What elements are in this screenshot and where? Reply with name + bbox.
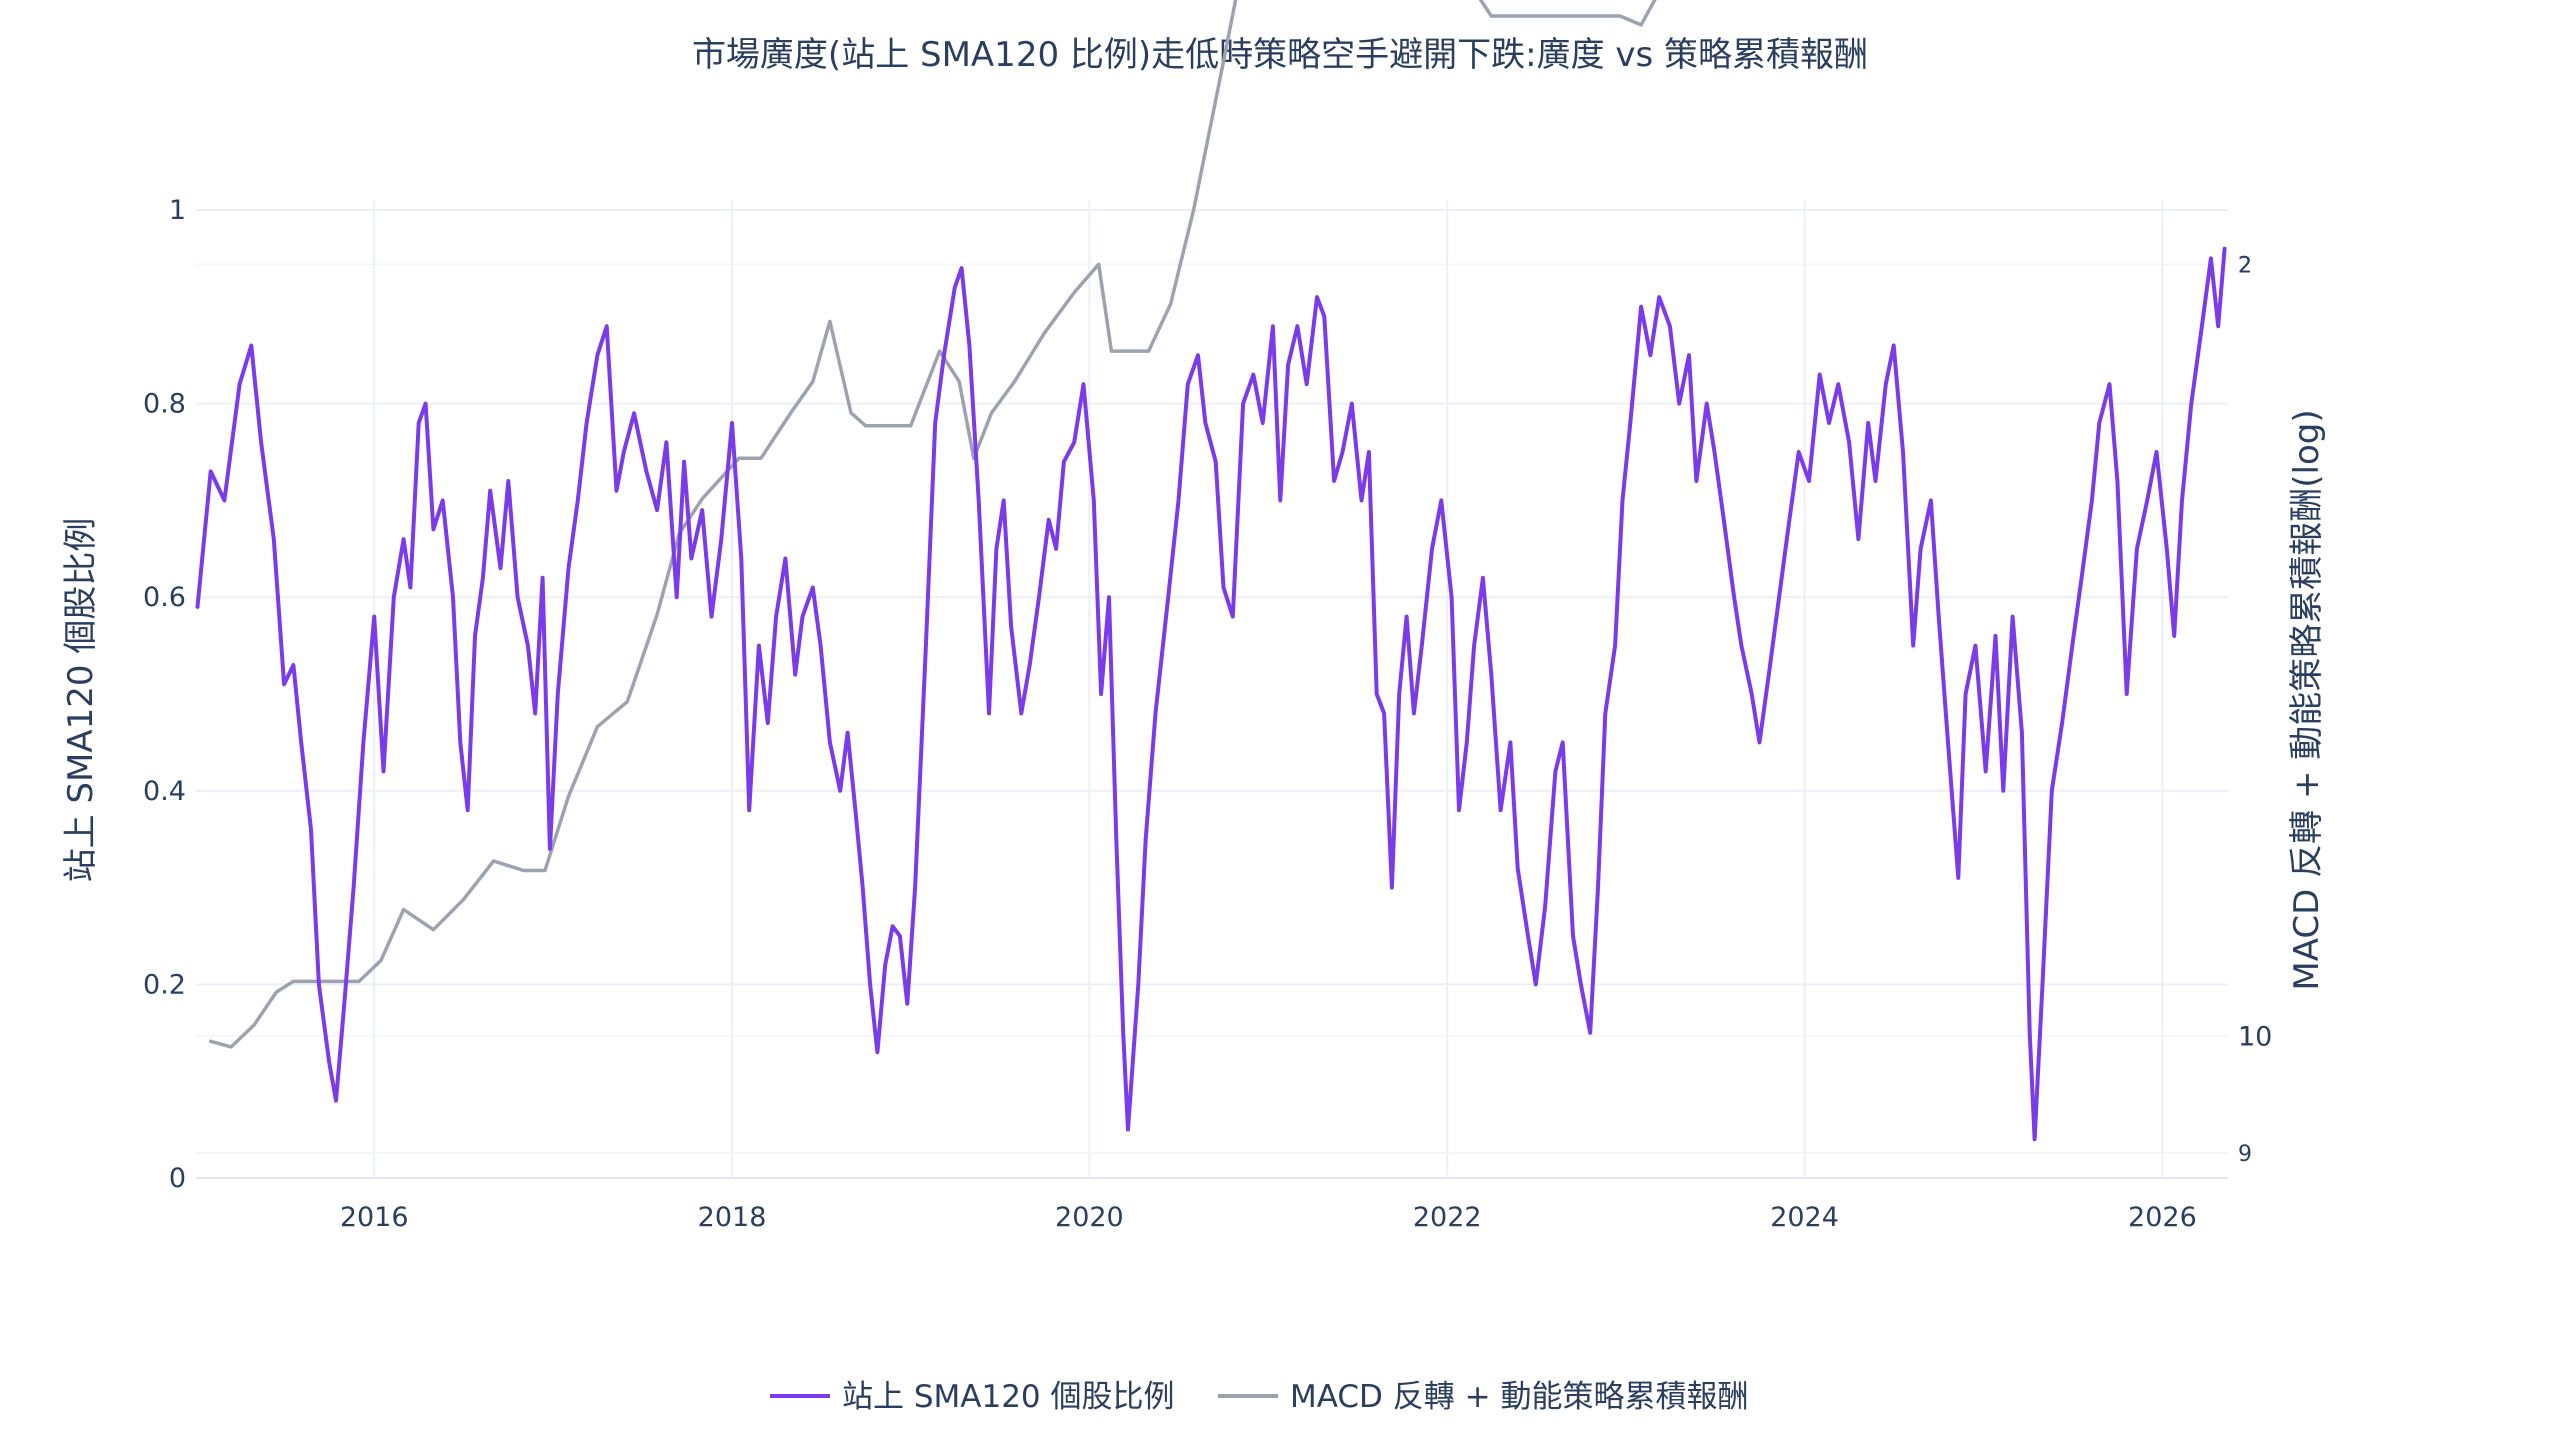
x-tick-label: 2020 [1055, 1202, 1124, 1233]
right-y-tick-label: 2 [2238, 253, 2252, 278]
right-y-axis-title: MACD 反轉 + 動能策略累積報酬(log) [2287, 409, 2327, 990]
left-y-tick-label: 0.8 [143, 389, 186, 420]
right-y-tick-label: 2 [2238, 253, 2252, 278]
series-line-strategy [208, 0, 1657, 1049]
left-y-axis-title: 站上 SMA120 個股比例 [61, 518, 101, 883]
left-y-tick-label: 0 [169, 1163, 186, 1194]
right-y-tick-label: 9 [2238, 1142, 2252, 1167]
x-tick-label: 2016 [340, 1202, 409, 1233]
grid-lines [196, 200, 2228, 1179]
x-tick-label: 2026 [2128, 1202, 2197, 1233]
series-layer [195, 0, 2227, 1142]
chart-title: 市場廣度(站上 SMA120 比例)走低時策略空手避開下跌:廣度 vs 策略累積… [692, 35, 1868, 75]
left-y-axis-ticks: 0 0.2 0.4 0.6 0.8 1 [143, 195, 186, 1194]
left-y-tick-label: 0.4 [143, 776, 186, 807]
left-y-tick-label: 1 [169, 195, 186, 226]
x-tick-label: 2022 [1413, 1202, 1482, 1233]
x-axis-ticks: 2016 2018 2020 2022 2024 2026 [340, 1202, 2197, 1233]
left-y-tick-label: 0.2 [143, 969, 186, 1000]
left-y-tick-label: 0.6 [143, 582, 186, 613]
legend-label-breadth: 站上 SMA120 個股比例 [842, 1379, 1175, 1415]
x-tick-label: 2024 [1770, 1202, 1839, 1233]
series-line-breadth [195, 246, 2227, 1142]
legend-label-strategy: MACD 反轉 + 動能策略累積報酬 [1290, 1379, 1748, 1415]
legend: 站上 SMA120 個股比例 MACD 反轉 + 動能策略累積報酬 [770, 1379, 1748, 1415]
right-y-axis-ticks: 9123456789102 [2238, 253, 2272, 1167]
right-y-tick-label: 10 [2238, 1022, 2272, 1053]
x-tick-label: 2018 [698, 1202, 767, 1233]
right-y-tick-label: 1 [2238, 1022, 2255, 1053]
